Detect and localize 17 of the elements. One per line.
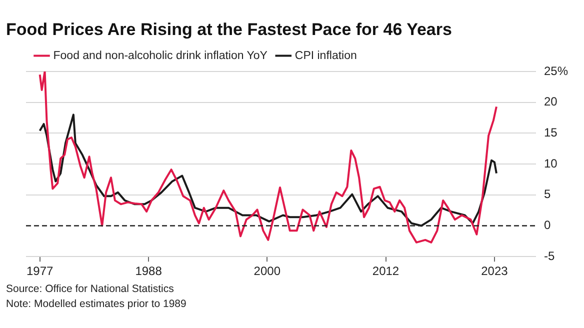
x-tick-label: 2000: [254, 264, 281, 278]
y-tick-label: 15: [544, 126, 558, 140]
y-tick-label: 20: [544, 94, 558, 109]
legend-label: Food and non-alcoholic drink inflation YoY: [53, 50, 268, 62]
y-tick-label: -5: [544, 248, 555, 263]
y-tick-label: 5: [544, 187, 551, 202]
legend-label: CPI inflation: [294, 50, 357, 62]
y-tick-label: 0: [544, 218, 551, 232]
text: Note: Modelled estimates prior to 1989: [6, 297, 188, 312]
x-tick-label: 1977: [26, 264, 54, 278]
y-tick-label: 10: [544, 156, 558, 170]
y-tick-label: 25%: [544, 64, 568, 78]
chart-title: Food Prices Are Rising at the Fastest Pace for 46 Years: [5, 19, 453, 40]
source-note: Source: Office for National Statistics: [6, 282, 175, 297]
x-tick-label: 2012: [372, 264, 400, 278]
x-tick-label: 2023: [481, 264, 508, 278]
x-tick-label: 1988: [135, 264, 162, 278]
